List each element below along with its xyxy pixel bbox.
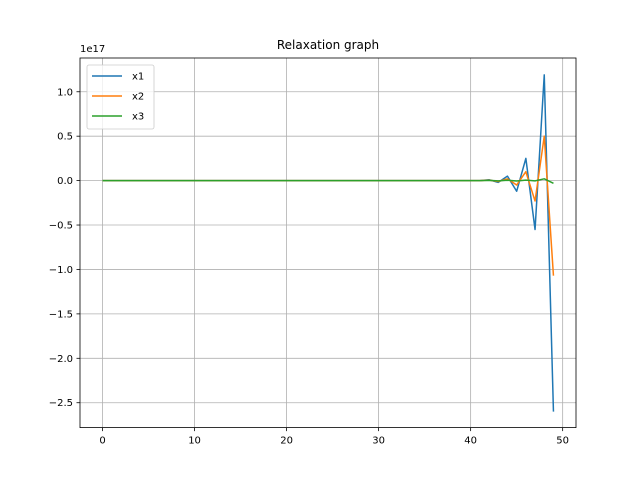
x-tick-label: 40	[464, 436, 477, 447]
y-tick-label: −1.0	[49, 265, 73, 276]
y-tick-label: 1.0	[57, 87, 73, 98]
y-tick-label: −2.0	[49, 354, 73, 365]
x-tick-label: 10	[188, 436, 201, 447]
legend-label-x1: x1	[132, 72, 144, 83]
x-tick-label: 20	[280, 436, 293, 447]
legend-entries: x1 x2 x3	[92, 72, 144, 123]
series-layer	[102, 74, 555, 412]
y-tick-label: −2.5	[49, 398, 73, 409]
y-tick-label: 0.5	[57, 132, 73, 143]
x-tick-label: 50	[556, 436, 569, 447]
x-tick-label: 0	[99, 436, 105, 447]
y-offset-label: 1e17	[80, 44, 105, 55]
y-tick-label: 0.0	[57, 176, 73, 187]
legend-box	[86, 64, 155, 130]
chart-title: Relaxation graph	[277, 38, 379, 52]
x-tick-label: 30	[372, 436, 385, 447]
legend: x1 x2 x3	[86, 64, 155, 130]
series-line-x3	[102, 178, 554, 184]
y-tick-label: −1.5	[49, 309, 73, 320]
legend-label-x2: x2	[132, 92, 144, 103]
y-tick-label: −0.5	[49, 221, 73, 232]
legend-label-x3: x3	[132, 112, 144, 123]
tick-layer: 0 10 20 30 40 50 1.0 0.5 0.0 −0.5 −1.0 −1.5 −2.0 −2.5	[49, 87, 569, 446]
axes-frame	[79, 57, 577, 429]
